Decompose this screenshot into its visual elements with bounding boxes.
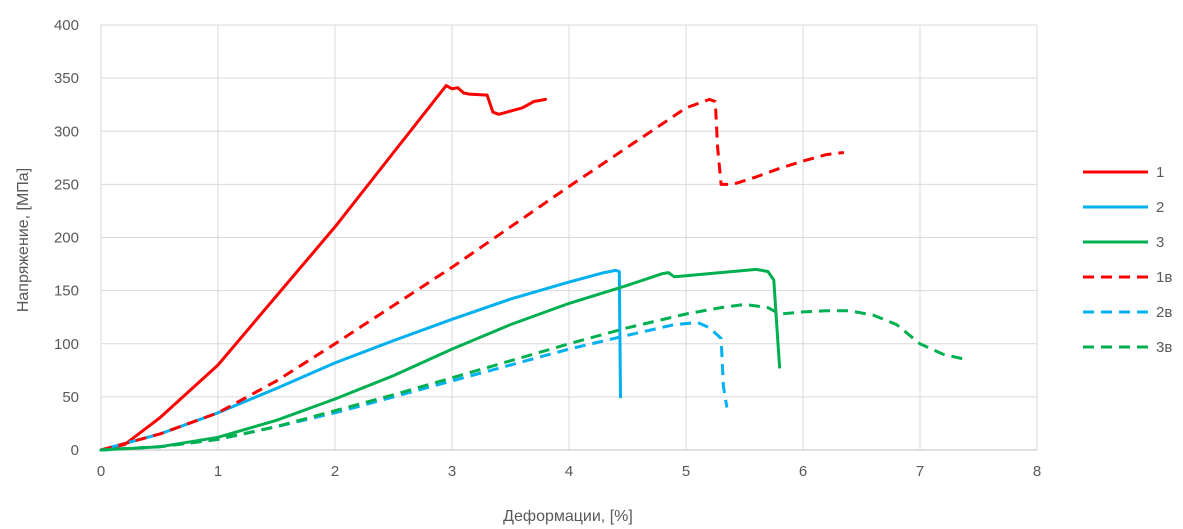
y-tick-label: 400 bbox=[54, 17, 79, 34]
legend-label-3: 3 bbox=[1156, 234, 1164, 251]
y-tick-label: 250 bbox=[54, 176, 79, 193]
y-tick-label: 300 bbox=[54, 123, 79, 140]
grid bbox=[100, 24, 1038, 451]
series-lines bbox=[99, 84, 968, 452]
y-tick-label: 50 bbox=[62, 389, 79, 406]
x-tick-label: 3 bbox=[448, 463, 456, 480]
legend: 1 2 3 1в 2в 3в bbox=[1083, 164, 1172, 356]
legend-label-1в: 1в bbox=[1156, 269, 1172, 286]
legend-label-2: 2 bbox=[1156, 199, 1164, 216]
x-tick-label: 6 bbox=[799, 463, 807, 480]
series-line-1 bbox=[99, 84, 548, 452]
x-tick-label: 0 bbox=[97, 463, 105, 480]
tick-labels: 0 50 100 150 200 250 300 350 400 0 1 2 3 4 5 6 7 8 bbox=[54, 17, 1041, 480]
legend-label-1: 1 bbox=[1156, 164, 1164, 181]
legend-label-2в: 2в bbox=[1156, 304, 1172, 321]
y-tick-label: 0 bbox=[71, 442, 79, 459]
x-tick-label: 5 bbox=[682, 463, 690, 480]
x-tick-label: 1 bbox=[214, 463, 222, 480]
series-line-1в bbox=[100, 97, 845, 452]
y-tick-label: 200 bbox=[54, 230, 79, 247]
y-tick-label: 350 bbox=[54, 70, 79, 87]
y-axis-title: Напряжение, [МПа] bbox=[15, 168, 32, 312]
x-tick-label: 7 bbox=[916, 463, 924, 480]
series-line-2 bbox=[99, 268, 622, 452]
x-axis-title: Деформации, [%] bbox=[503, 508, 633, 525]
x-tick-label: 8 bbox=[1033, 463, 1041, 480]
series-line-3 bbox=[99, 267, 782, 452]
y-tick-label: 100 bbox=[54, 336, 79, 353]
x-tick-label: 2 bbox=[331, 463, 339, 480]
legend-label-3в: 3в bbox=[1156, 339, 1172, 356]
x-tick-label: 4 bbox=[565, 463, 573, 480]
series-line-3в bbox=[100, 302, 968, 452]
y-tick-label: 150 bbox=[54, 283, 79, 300]
